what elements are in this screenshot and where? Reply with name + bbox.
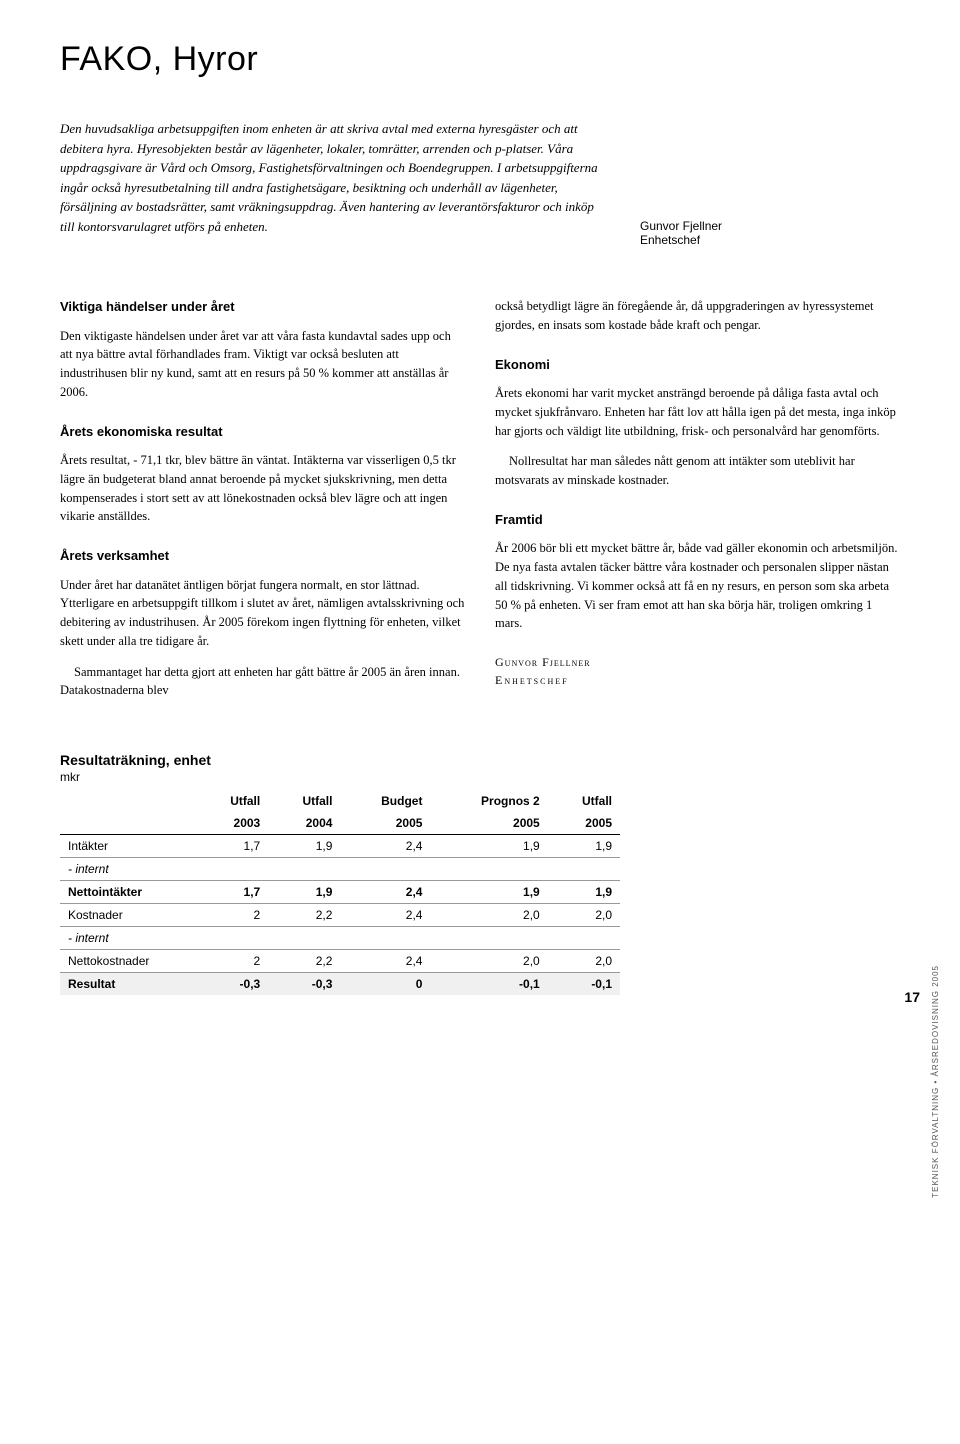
th-2004: 2004 <box>268 812 340 835</box>
cell-value <box>548 858 620 881</box>
th-budget05a: Budget <box>340 790 430 812</box>
cell-value: 1,9 <box>430 835 547 858</box>
th-2005b: 2005 <box>340 812 430 835</box>
cell-value: 1,7 <box>196 835 268 858</box>
row-label: Kostnader <box>60 904 196 927</box>
table-unit: mkr <box>60 770 620 784</box>
table-row: Kostnader22,22,42,02,0 <box>60 904 620 927</box>
heading-framtid: Framtid <box>495 510 900 530</box>
left-p3: Under året har datanätet äntligen börjat… <box>60 576 465 651</box>
cell-value: -0,3 <box>196 973 268 996</box>
document-page: FAKO, Hyror Den huvudsakliga arbetsuppgi… <box>0 0 960 1025</box>
cell-value: -0,1 <box>548 973 620 996</box>
table-header-row1: Utfall Utfall Budget Prognos 2 Utfall <box>60 790 620 812</box>
th-2003: 2003 <box>196 812 268 835</box>
cell-value: 2,0 <box>430 904 547 927</box>
row-label: Nettointäkter <box>60 881 196 904</box>
cell-value: 2,4 <box>340 835 430 858</box>
cell-value: -0,1 <box>430 973 547 996</box>
table-body: Intäkter1,71,92,41,91,9- interntNettoint… <box>60 835 620 996</box>
table-row: - internt <box>60 858 620 881</box>
table-row: Nettokostnader22,22,42,02,0 <box>60 950 620 973</box>
cell-value: 1,7 <box>196 881 268 904</box>
page-number: 17 <box>904 989 920 1005</box>
right-p1: också betydligt lägre än föregående år, … <box>495 297 900 335</box>
side-label: TEKNISK FÖRVALTNING • ÅRSREDOVISNING 200… <box>931 965 940 1198</box>
table-row: - internt <box>60 927 620 950</box>
table-row: Resultat-0,3-0,30-0,1-0,1 <box>60 973 620 996</box>
left-column: Viktiga händelser under året Den viktiga… <box>60 297 465 712</box>
row-label: - internt <box>60 858 196 881</box>
cell-value: 2 <box>196 950 268 973</box>
heading-ekonomi: Ekonomi <box>495 355 900 375</box>
th-2005u: 2005 <box>548 812 620 835</box>
cell-value: 2,0 <box>430 950 547 973</box>
author-role: Enhetschef <box>640 233 840 247</box>
row-label: Resultat <box>60 973 196 996</box>
th-utfall04a: Utfall <box>268 790 340 812</box>
cell-value: 1,9 <box>430 881 547 904</box>
page-title: FAKO, Hyror <box>60 40 900 79</box>
cell-value: 2,4 <box>340 904 430 927</box>
cell-value: -0,3 <box>268 973 340 996</box>
th-empty <box>60 790 196 812</box>
th-utfall05a: Utfall <box>548 790 620 812</box>
th-2005p: 2005 <box>430 812 547 835</box>
cell-value <box>196 858 268 881</box>
cell-value <box>430 927 547 950</box>
cell-value: 1,9 <box>268 835 340 858</box>
th-utfall03a: Utfall <box>196 790 268 812</box>
cell-value: 2,4 <box>340 881 430 904</box>
cell-value: 1,9 <box>268 881 340 904</box>
cell-value: 2,4 <box>340 950 430 973</box>
cell-value <box>430 858 547 881</box>
heading-verksamhet: Årets verksamhet <box>60 546 465 566</box>
cell-value <box>340 858 430 881</box>
body-columns: Viktiga händelser under året Den viktiga… <box>60 297 900 712</box>
intro-paragraph: Den huvudsakliga arbetsuppgiften inom en… <box>60 119 600 247</box>
th-prognos2a: Prognos 2 <box>430 790 547 812</box>
right-p2: Årets ekonomi har varit mycket ansträngd… <box>495 384 900 440</box>
cell-value: 2,0 <box>548 950 620 973</box>
table-head: Utfall Utfall Budget Prognos 2 Utfall 20… <box>60 790 620 835</box>
intro-section: Den huvudsakliga arbetsuppgiften inom en… <box>60 119 900 247</box>
row-label: - internt <box>60 927 196 950</box>
signature-role: Enhetschef <box>495 671 900 689</box>
right-p3: Nollresultat har man således nått genom … <box>495 452 900 490</box>
row-label: Intäkter <box>60 835 196 858</box>
cell-value <box>340 927 430 950</box>
cell-value <box>268 927 340 950</box>
left-p2: Årets resultat, - 71,1 tkr, blev bättre … <box>60 451 465 526</box>
table-header-row2: 2003 2004 2005 2005 2005 <box>60 812 620 835</box>
cell-value: 1,9 <box>548 835 620 858</box>
row-label: Nettokostnader <box>60 950 196 973</box>
cell-value: 2,2 <box>268 950 340 973</box>
right-p4: År 2006 bör bli ett mycket bättre år, bå… <box>495 539 900 633</box>
result-table-section: Resultaträkning, enhet mkr Utfall Utfall… <box>60 752 620 995</box>
cell-value: 2,0 <box>548 904 620 927</box>
cell-value <box>548 927 620 950</box>
cell-value: 0 <box>340 973 430 996</box>
cell-value <box>268 858 340 881</box>
heading-viktiga: Viktiga händelser under året <box>60 297 465 317</box>
author-name: Gunvor Fjellner <box>640 219 840 233</box>
table-title: Resultaträkning, enhet <box>60 752 620 768</box>
heading-ekonomiska: Årets ekonomiska resultat <box>60 422 465 442</box>
result-table: Utfall Utfall Budget Prognos 2 Utfall 20… <box>60 790 620 995</box>
cell-value <box>196 927 268 950</box>
cell-value: 1,9 <box>548 881 620 904</box>
cell-value: 2,2 <box>268 904 340 927</box>
th-empty2 <box>60 812 196 835</box>
left-p1: Den viktigaste händelsen under året var … <box>60 327 465 402</box>
signature-name: Gunvor Fjellner <box>495 653 900 671</box>
cell-value: 2 <box>196 904 268 927</box>
right-column: också betydligt lägre än föregående år, … <box>495 297 900 712</box>
table-row: Nettointäkter1,71,92,41,91,9 <box>60 881 620 904</box>
intro-author: Gunvor Fjellner Enhetschef <box>640 119 840 247</box>
left-p4: Sammantaget har detta gjort att enheten … <box>60 663 465 701</box>
table-row: Intäkter1,71,92,41,91,9 <box>60 835 620 858</box>
